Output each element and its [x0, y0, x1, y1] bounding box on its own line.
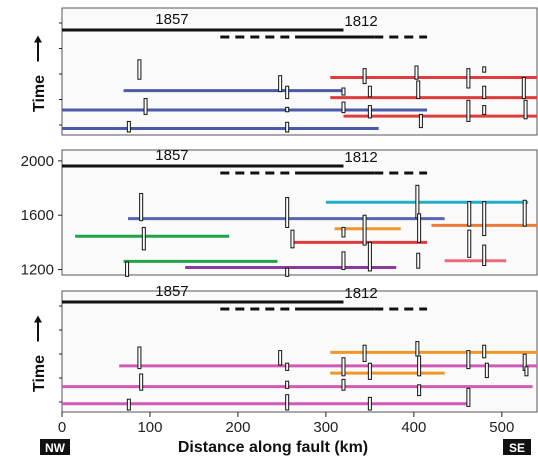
site-age-bar [415, 341, 420, 357]
site-age-bar [482, 244, 487, 266]
event-1857-label: 1857 [155, 147, 188, 164]
time-arrow-head [34, 315, 42, 323]
panel-1: Time 1857 1812 [31, 7, 538, 136]
x-tick-label: 500 [489, 419, 514, 436]
site-age-bar [285, 362, 290, 371]
site-age-bar [521, 76, 526, 100]
site-age-bar [367, 241, 372, 272]
site-age-bar [416, 252, 421, 269]
y-axis-title: Time [31, 75, 48, 112]
y-axis-title: Time [31, 355, 48, 392]
event-1812-label: 1812 [344, 13, 377, 30]
site-age-bar [285, 394, 290, 411]
x-tick-label: 200 [225, 419, 250, 436]
site-age-bar [341, 251, 346, 271]
site-age-bar [482, 105, 487, 115]
site-age-bar [341, 378, 346, 391]
panel-2: 1200 1600 2000 1857 1812 [21, 147, 538, 279]
site-age-bar [482, 85, 487, 100]
site-age-bar [290, 229, 295, 249]
site-age-bar [417, 213, 422, 243]
site-age-bar [285, 197, 290, 228]
site-age-bar [414, 65, 419, 80]
panels-layer: Time 1857 1812 1200 1600 2000 1857 1812 Time 1857… [21, 7, 538, 413]
site-age-bar [466, 350, 471, 370]
site-age-bar [466, 68, 471, 89]
site-age-bar [126, 398, 131, 411]
time-arrow-head [34, 35, 42, 43]
panel-3: Time 1857 1812 [31, 283, 538, 413]
site-age-bar [285, 121, 290, 133]
x-axis: 0 100 200 300 400 500 [58, 412, 514, 436]
event-1812-label: 1812 [344, 285, 377, 302]
site-age-bar [417, 355, 422, 377]
site-age-bar [467, 201, 472, 227]
panel-frame [61, 149, 538, 276]
site-age-bar [278, 350, 283, 366]
site-age-bar [415, 184, 420, 219]
event-1857-label: 1857 [155, 11, 188, 28]
svg-text:SE: SE [509, 441, 525, 455]
site-age-bar [367, 105, 372, 119]
site-age-bar [285, 85, 290, 100]
site-age-bar [367, 85, 372, 98]
site-age-bar [285, 106, 290, 113]
x-tick-label: 400 [401, 419, 426, 436]
site-age-bar [482, 66, 487, 73]
site-age-bar [367, 362, 372, 380]
event-1812-label: 1812 [344, 149, 377, 166]
site-age-bar [341, 101, 346, 114]
x-tick-label: 300 [313, 419, 338, 436]
site-age-bar [341, 226, 346, 238]
se-direction-label: SE [503, 439, 531, 455]
site-age-bar [466, 99, 471, 122]
site-age-bar [143, 98, 148, 115]
site-age-bar [466, 387, 471, 407]
svg-text:NW: NW [45, 441, 66, 455]
site-age-bar [341, 357, 346, 377]
site-age-bar [137, 346, 142, 370]
site-age-bar [362, 344, 367, 362]
y-tick-label: 2000 [21, 153, 54, 170]
x-tick-label: 100 [137, 419, 162, 436]
site-age-bar [126, 120, 131, 133]
y-tick-label: 1200 [21, 262, 54, 279]
y-tick-label: 1600 [21, 207, 54, 224]
site-age-bar [362, 68, 367, 85]
site-age-bar [418, 113, 423, 129]
site-age-bar [417, 384, 422, 397]
site-age-bar [341, 87, 346, 96]
site-age-bar [285, 380, 290, 389]
site-age-bar [139, 192, 144, 222]
site-age-bar [141, 226, 146, 251]
site-age-bar [524, 366, 529, 377]
site-age-bar [522, 199, 527, 227]
event-1857-label: 1857 [155, 283, 188, 300]
site-age-bar [362, 214, 367, 246]
x-tick-label: 0 [58, 419, 66, 436]
site-age-bar [137, 59, 142, 80]
site-age-bar [467, 229, 472, 258]
site-age-bar [125, 261, 130, 277]
nw-direction-label: NW [40, 439, 70, 455]
site-age-bar [285, 267, 290, 277]
site-age-bar [484, 362, 489, 379]
site-age-bar [139, 373, 144, 391]
site-age-bar [416, 80, 421, 100]
x-axis-title: Distance along fault (km) [178, 439, 368, 456]
site-age-bar [367, 396, 372, 411]
site-age-bar [482, 201, 487, 237]
site-age-bar [278, 75, 283, 93]
site-age-bar [482, 344, 487, 359]
site-age-bar [523, 99, 528, 120]
